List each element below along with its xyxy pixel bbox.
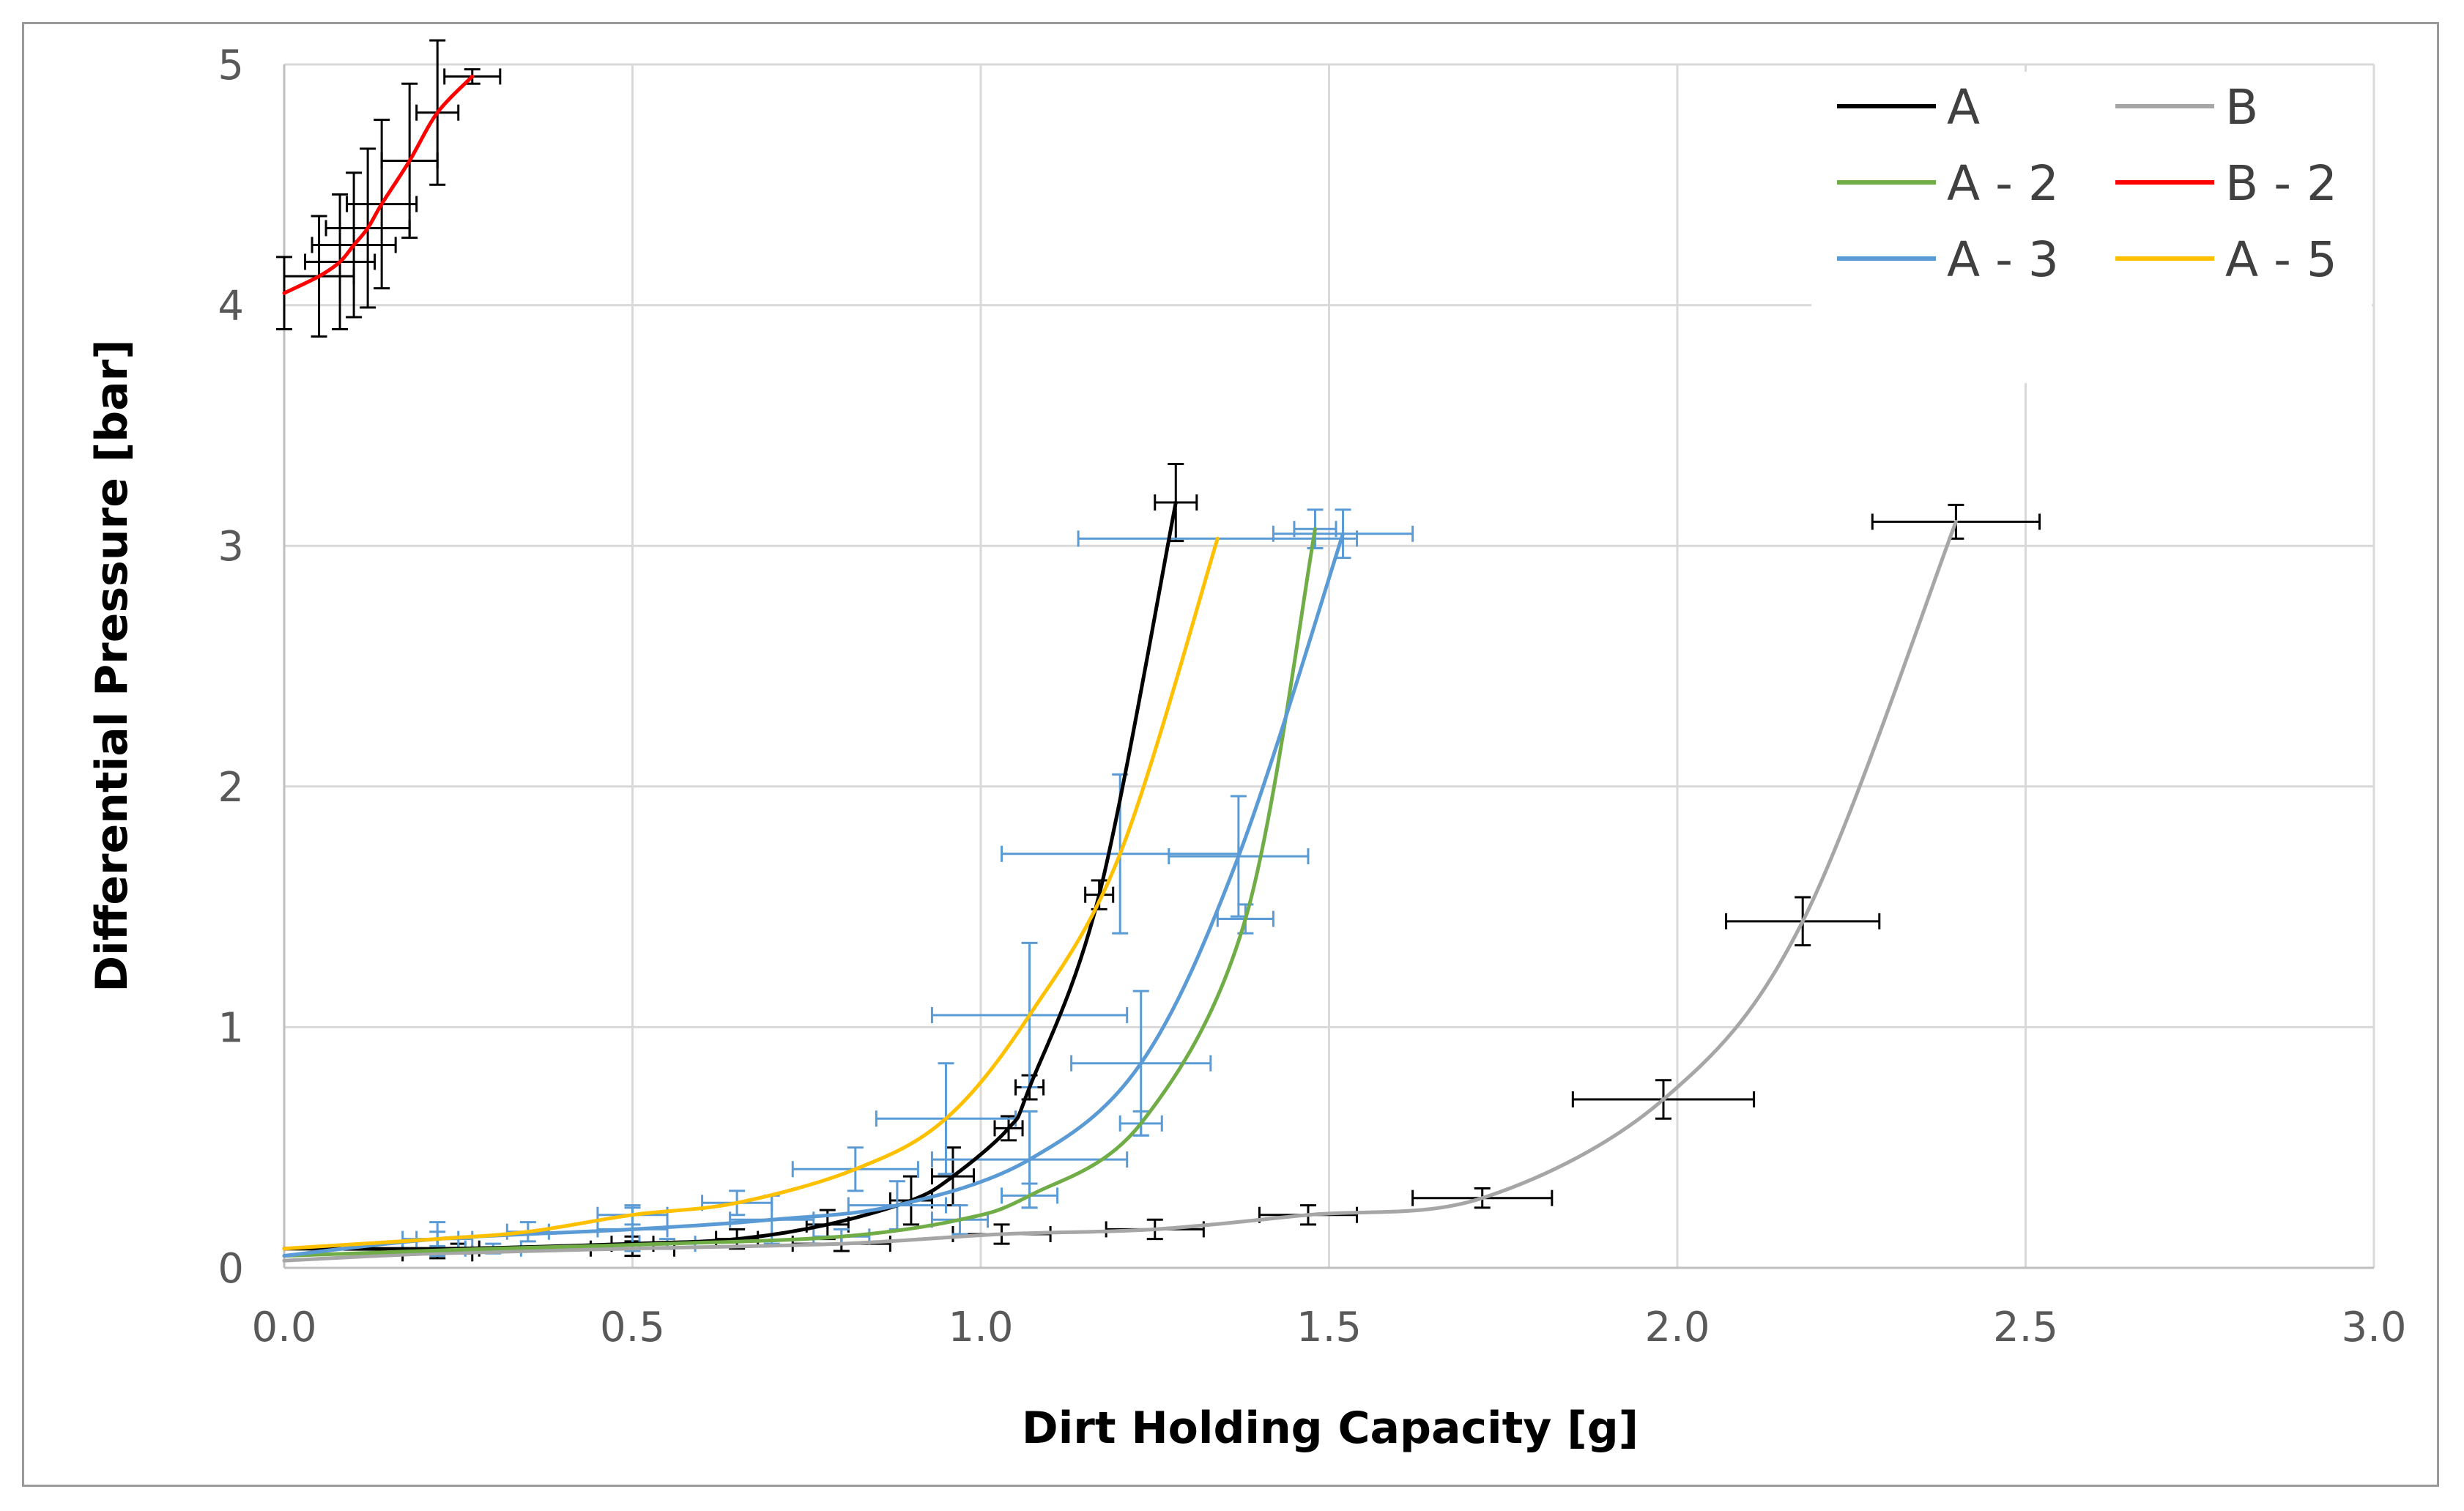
legend-label: A - 3: [1947, 231, 2059, 288]
legend-label: B: [2225, 79, 2258, 135]
legend-entry-a-5: A - 5: [2115, 231, 2337, 288]
x-tick-label: 3.0: [2341, 1304, 2406, 1351]
legend: A B A - 2 B - 2 A - 3 A - 5: [1811, 72, 2372, 383]
legend-label: A: [1947, 79, 1980, 135]
legend-background: [1811, 72, 2372, 383]
x-axis-title: Dirt Holding Capacity [g]: [1022, 1403, 1639, 1454]
y-tick-labels: 0 1 2 3 4 5: [218, 42, 244, 1293]
chart-svg: 0.0 0.5 1.0 1.5 2.0 2.5 3.0 0 1 2 3 4 5 Dirt Holdin…: [86, 39, 2407, 1454]
legend-entry-b: B: [2115, 79, 2258, 135]
x-tick-labels: 0.0 0.5 1.0 1.5 2.0 2.5 3.0: [251, 1304, 2406, 1351]
y-tick-label: 2: [218, 764, 244, 812]
x-tick-label: 2.5: [1993, 1304, 2058, 1351]
series-line-b-2: [282, 74, 475, 295]
y-tick-label: 1: [218, 1004, 244, 1052]
legend-label: A - 5: [2225, 231, 2337, 288]
x-tick-label: 1.0: [948, 1304, 1013, 1351]
y-tick-label: 0: [218, 1245, 244, 1293]
series-line-a-2: [282, 527, 1317, 1258]
y-tick-label: 3: [218, 523, 244, 571]
series-line-b: [282, 519, 1958, 1263]
x-tick-label: 0.5: [600, 1304, 665, 1351]
y-axis-title: Differential Pressure [bar]: [86, 339, 138, 992]
y-tick-label: 4: [218, 283, 244, 330]
series-lines: [282, 74, 1958, 1263]
x-tick-label: 1.5: [1296, 1304, 1362, 1351]
y-tick-label: 5: [218, 42, 244, 89]
legend-label: B - 2: [2225, 155, 2337, 212]
legend-entry-b-2: B - 2: [2115, 155, 2337, 212]
x-tick-label: 0.0: [251, 1304, 316, 1351]
chart-frame: 0.0 0.5 1.0 1.5 2.0 2.5 3.0 0 1 2 3 4 5 Dirt Holdin…: [22, 22, 2439, 1487]
legend-entry-a-3: A - 3: [1837, 231, 2059, 288]
legend-label: A - 2: [1947, 155, 2059, 212]
legend-entry-a: A: [1837, 79, 1980, 135]
x-tick-label: 2.0: [1644, 1304, 1710, 1351]
series-line-a-5: [282, 536, 1220, 1251]
legend-entry-a-2: A - 2: [1837, 155, 2059, 212]
